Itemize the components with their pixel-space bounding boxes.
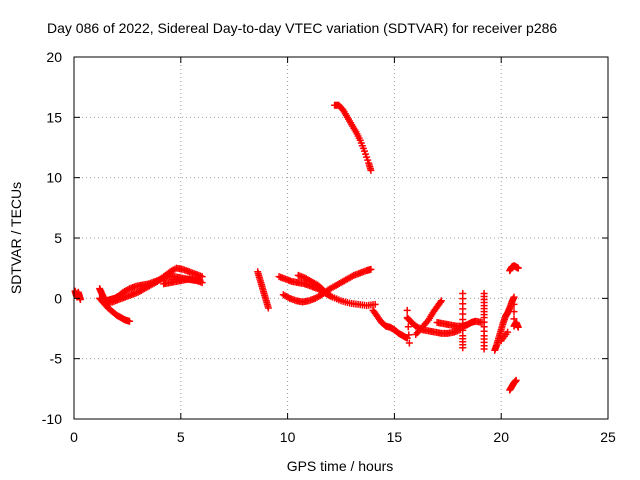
data-point — [514, 264, 522, 272]
data-point-dense — [404, 323, 412, 331]
data-point — [459, 344, 467, 352]
x-axis-label: GPS time / hours — [287, 458, 394, 474]
x-tick-label: 15 — [387, 429, 403, 445]
x-tick-label: 10 — [280, 429, 296, 445]
data-point — [480, 345, 488, 353]
data-point-dense — [510, 300, 518, 308]
y-tick-label: 0 — [54, 290, 62, 306]
x-tick-label: 5 — [177, 429, 185, 445]
data-point — [198, 273, 206, 281]
y-tick-label: 10 — [46, 170, 62, 186]
x-tick-label: 20 — [493, 429, 509, 445]
data-point — [367, 166, 375, 174]
y-tick-label: 5 — [54, 230, 62, 246]
data-point-dense — [510, 308, 518, 316]
axis-ticks: 0 5 10 15 20 25 -10 -5 0 5 10 15 20 — [42, 49, 616, 445]
data-point-dense — [436, 298, 444, 306]
data-point — [264, 304, 272, 312]
grid — [74, 57, 608, 419]
data-point-dense — [405, 331, 413, 339]
data-points — [71, 101, 522, 394]
data-point — [198, 279, 206, 287]
y-tick-label: 20 — [46, 49, 62, 65]
data-point-dense — [510, 315, 518, 323]
data-point — [126, 317, 134, 325]
y-tick-label: -10 — [42, 411, 62, 427]
y-tick-label: -5 — [50, 351, 63, 367]
data-point-dense — [404, 315, 412, 323]
data-point — [512, 376, 520, 384]
data-point — [510, 293, 518, 301]
x-tick-label: 0 — [70, 429, 78, 445]
data-point — [405, 339, 413, 347]
data-point — [437, 297, 445, 305]
data-point — [76, 296, 84, 304]
data-point — [497, 337, 505, 345]
data-point — [371, 300, 379, 308]
y-axis-label: SDTVAR / TECUs — [8, 182, 24, 294]
data-point — [367, 265, 375, 273]
y-tick-label: 15 — [46, 109, 62, 125]
data-point — [403, 306, 411, 314]
data-point — [514, 323, 522, 331]
chart-title: Day 086 of 2022, Sidereal Day-to-day VTE… — [47, 20, 557, 36]
x-tick-label: 25 — [600, 429, 616, 445]
